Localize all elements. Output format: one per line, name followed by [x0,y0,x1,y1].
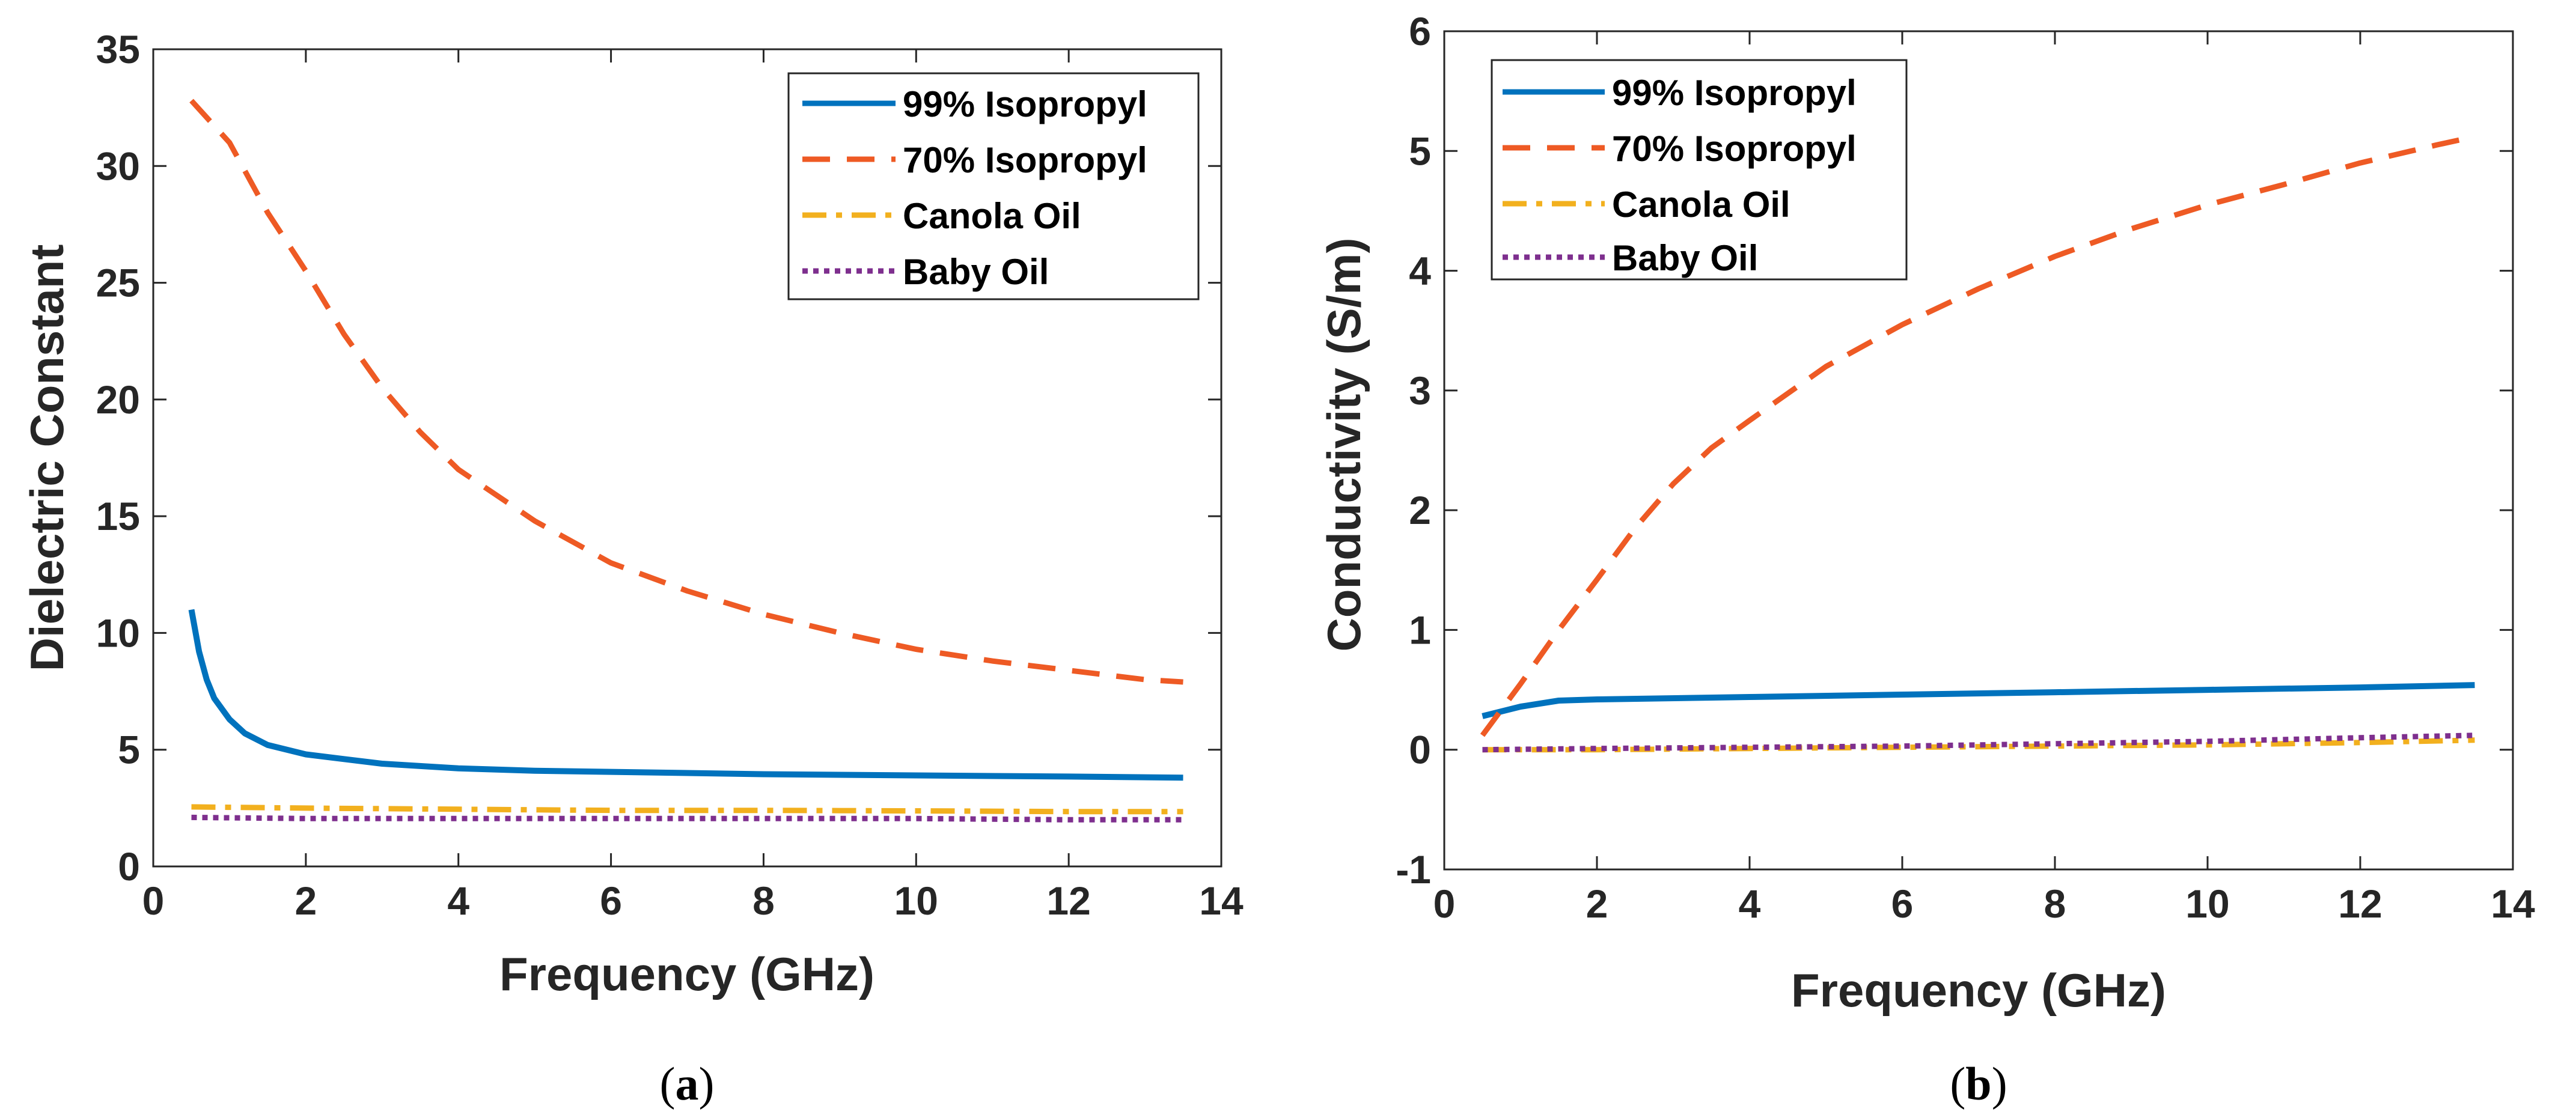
x-tick-label-a-7: 14 [1199,878,1244,923]
x-tick-label-b-2: 4 [1739,881,1761,926]
caption-a: (a) [660,1058,715,1110]
series-group-b [1480,134,2476,753]
caption-letter-a: a [676,1058,699,1110]
x-tick-label-a-3: 6 [600,878,622,923]
y-tick-label-a-2: 10 [96,610,140,655]
legend-box-a [787,72,1200,300]
x-tick-label-b-6: 12 [2338,881,2382,926]
series-line-b-0 [1482,682,2475,719]
y-ticks-a: 0 5 10 15 20 25 30 35 [96,27,1221,889]
x-tick-label-a-2: 4 [447,878,469,923]
x-tick-label-a-1: 2 [295,878,317,923]
legend-label-b-1: 70% Isopropyl [1612,129,1857,169]
x-tick-label-a-5: 10 [894,878,938,923]
x-axis-label-b: Frequency (GHz) [1791,964,2166,1017]
y-tick-label-a-3: 15 [96,494,140,538]
y-tick-label-b-4: 3 [1409,368,1431,413]
y-tick-label-b-0: -1 [1396,847,1431,892]
y-tick-label-b-7: 6 [1409,9,1431,53]
legend-b: 99% Isopropyl 70% Isopropyl Canola Oil B… [1491,59,1908,281]
series-line-a-0 [188,609,1183,781]
plot-area-a [152,48,1222,868]
y-axis-label-a: Dielectric Constant [20,245,73,672]
x-tick-label-b-5: 10 [2185,881,2229,926]
caption-letter-b: b [1965,1058,1991,1110]
x-axis-label-a: Frequency (GHz) [499,948,874,1000]
y-tick-label-a-5: 25 [96,261,140,305]
y-axis-label-b: Conductivity (S/m) [1317,237,1370,651]
y-tick-label-b-3: 2 [1409,488,1431,532]
y-tick-label-a-7: 35 [96,27,140,72]
caption-b: (b) [1950,1058,2007,1110]
y-tick-label-a-0: 0 [118,844,140,889]
legend-label-b-0: 99% Isopropyl [1612,73,1857,113]
series-line-a-2 [191,804,1183,815]
legend-label-a-3: Baby Oil [903,252,1049,292]
y-tick-label-a-1: 5 [118,728,140,772]
y-tick-label-a-6: 30 [96,144,140,188]
legend-box-b [1491,59,1908,281]
series-line-a-1 [189,99,1183,685]
y-tick-label-b-5: 4 [1409,249,1431,293]
x-tick-label-b-0: 0 [1433,881,1456,926]
y-tick-label-b-2: 1 [1409,607,1431,652]
x-tick-label-b-3: 6 [1891,881,1914,926]
x-tick-label-a-6: 12 [1046,878,1090,923]
x-tick-label-b-7: 14 [2491,881,2535,926]
legend-label-b-3: Baby Oil [1612,238,1758,278]
x-tick-label-b-1: 2 [1586,881,1608,926]
x-ticks-b: 0 2 4 6 8 10 12 14 [1433,31,2535,926]
legend-label-a-1: 70% Isopropyl [903,140,1147,180]
y-tick-label-b-6: 5 [1409,129,1431,173]
legend-label-b-2: Canola Oil [1612,184,1790,225]
legend-label-a-2: Canola Oil [903,196,1081,236]
y-tick-label-a-4: 20 [96,377,140,422]
legend-a: 99% Isopropyl 70% Isopropyl Canola Oil B… [787,72,1200,300]
x-tick-label-b-4: 8 [2044,881,2066,926]
chart-panel-a: 0 2 4 6 8 10 12 14 0 5 10 15 20 25 30 35 Frequency (GH… [20,27,1244,1110]
y-tick-label-b-1: 0 [1409,728,1431,772]
legend-label-a-0: 99% Isopropyl [903,84,1147,124]
x-tick-label-a-4: 8 [752,878,775,923]
series-line-b-1 [1480,134,2476,737]
x-ticks-a: 0 2 4 6 8 10 12 14 [142,49,1244,923]
plot-area-b [1443,30,2514,871]
series-group-a [188,99,1183,823]
y-ticks-b: -1 0 1 2 3 4 5 6 [1396,9,2513,892]
x-tick-label-a-0: 0 [142,878,165,923]
series-line-b-2 [1482,737,2475,753]
